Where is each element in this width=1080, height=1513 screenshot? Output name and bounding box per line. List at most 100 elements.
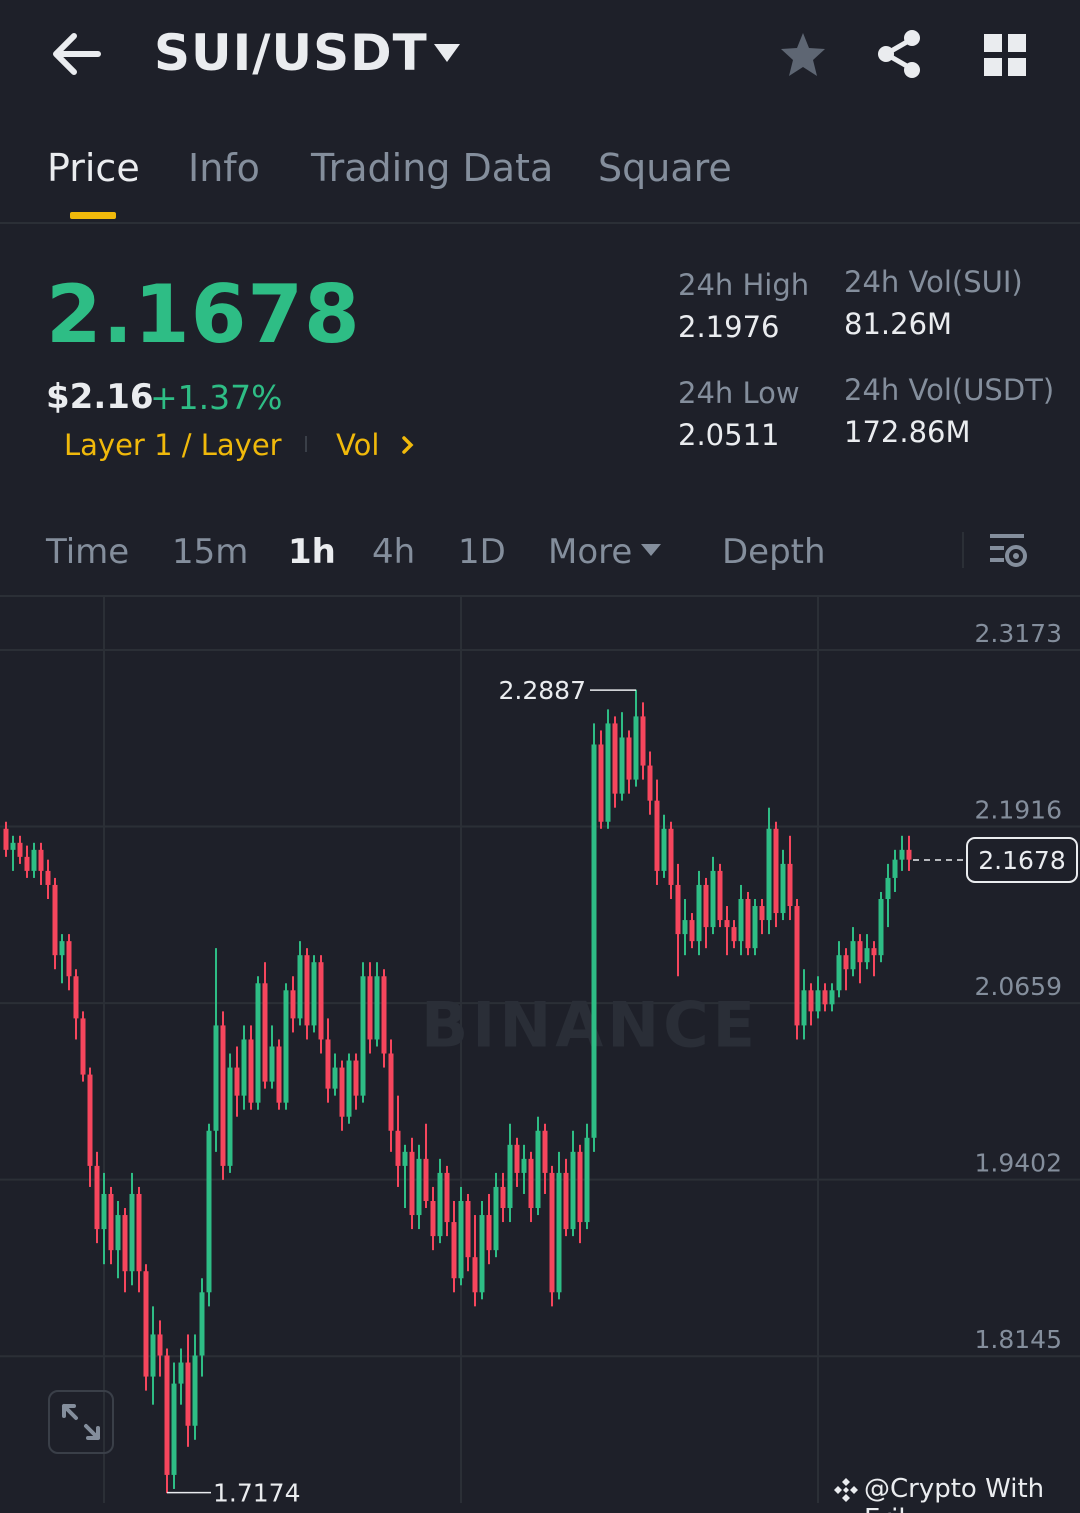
candle-body — [143, 1271, 149, 1377]
tab-trading-data[interactable]: Trading Data — [311, 146, 554, 190]
current-price-label: 2.1678 — [978, 846, 1065, 875]
candle-body — [507, 1144, 513, 1209]
tab-info[interactable]: Info — [188, 146, 260, 190]
category-tag[interactable]: Layer 1 / Layer — [64, 428, 282, 462]
candle-body — [171, 1383, 177, 1475]
candle-body — [864, 948, 870, 963]
top-bar: SUI/USDT — [0, 0, 1080, 110]
candle-body — [619, 737, 625, 794]
min-annotation-label: 1.7174 — [213, 1479, 300, 1503]
candlestick-chart[interactable]: 2.3173 2.1916 2.0659 1.9402 1.8145 BINANCE 2.2… — [0, 597, 1080, 1503]
low-label: 24h Low — [678, 376, 800, 410]
price-change: +1.37% — [150, 378, 283, 417]
candle-body — [857, 941, 863, 963]
chart-settings-icon[interactable] — [986, 528, 1030, 572]
pair-title[interactable]: SUI/USDT — [154, 24, 428, 82]
candle-body — [297, 955, 303, 1019]
candle-body — [514, 1144, 520, 1173]
candle-body — [906, 849, 912, 860]
candle-body — [535, 1130, 541, 1209]
candle-body — [38, 849, 44, 871]
candle-body — [31, 849, 37, 871]
depth-tab[interactable]: Depth — [722, 532, 826, 572]
vol-base-value: 81.26M — [844, 307, 953, 341]
caret-down-icon[interactable] — [640, 543, 662, 557]
candle-body — [3, 828, 9, 850]
candle-body — [52, 884, 58, 956]
candle-body — [87, 1074, 93, 1166]
candle-body — [227, 1067, 233, 1166]
candle-body — [647, 765, 653, 801]
interval-1d[interactable]: 1D — [458, 532, 506, 572]
candle-body — [486, 1215, 492, 1251]
interval-time[interactable]: Time — [46, 532, 130, 572]
grid-icon[interactable] — [982, 32, 1028, 78]
candle-body — [255, 983, 261, 1103]
y-tick-label: 2.0659 — [975, 972, 1062, 1001]
candle-body — [332, 1067, 338, 1089]
candle-body — [493, 1186, 499, 1251]
candle-body — [759, 906, 765, 921]
candle-body — [66, 941, 72, 977]
active-tab-indicator — [70, 212, 116, 219]
candle-body — [122, 1215, 128, 1272]
expand-chart-button[interactable] — [48, 1390, 114, 1454]
y-tick-label: 1.9402 — [975, 1149, 1062, 1178]
candle-body — [668, 828, 674, 885]
vol-tag[interactable]: Vol — [336, 428, 380, 462]
candle-body — [374, 976, 380, 1040]
candle-body — [10, 842, 16, 850]
candle-body — [136, 1193, 142, 1272]
candle-body — [808, 990, 814, 1012]
candle-body — [598, 744, 604, 822]
y-tick-label: 1.8145 — [975, 1325, 1062, 1354]
candle-body — [885, 877, 891, 899]
candle-body — [192, 1355, 198, 1426]
candle-body — [234, 1067, 240, 1096]
share-icon[interactable] — [874, 28, 924, 80]
back-arrow-icon[interactable] — [50, 30, 102, 78]
candle-body — [829, 990, 835, 1005]
vol-base-label: 24h Vol(SUI) — [844, 265, 1023, 299]
candle-body — [815, 990, 821, 1012]
candle-body — [108, 1193, 114, 1251]
candle-body — [94, 1165, 100, 1230]
tab-price[interactable]: Price — [47, 146, 140, 190]
candle-body — [416, 1158, 422, 1216]
candle-body — [437, 1172, 443, 1237]
candle-body — [556, 1172, 562, 1293]
binance-logo-icon — [834, 1478, 858, 1502]
interval-1h[interactable]: 1h — [288, 532, 336, 572]
candle-body — [59, 941, 65, 956]
tab-square[interactable]: Square — [598, 146, 732, 190]
interval-more[interactable]: More — [548, 532, 633, 572]
candle-body — [157, 1334, 163, 1356]
candle-body — [381, 976, 387, 1054]
candle-body — [612, 723, 618, 794]
candle-body — [570, 1151, 576, 1230]
chevron-right-icon[interactable] — [400, 434, 416, 456]
candle-body — [80, 1018, 86, 1075]
candle-body — [444, 1172, 450, 1223]
candle-body — [521, 1158, 527, 1173]
candle-body — [304, 955, 310, 1026]
expand-icon — [62, 1404, 100, 1440]
candle-body — [339, 1067, 345, 1117]
candle-body — [367, 976, 373, 1040]
caret-down-icon[interactable] — [432, 42, 462, 64]
tag-separator — [305, 436, 307, 452]
candle-body — [395, 1130, 401, 1166]
candle-body — [892, 859, 898, 878]
candle-body — [738, 899, 744, 942]
candle-body — [178, 1362, 184, 1384]
star-icon[interactable] — [778, 30, 828, 80]
interval-4h[interactable]: 4h — [372, 532, 416, 572]
interval-15m[interactable]: 15m — [172, 532, 249, 572]
candle-body — [220, 1025, 226, 1166]
candle-body — [164, 1355, 170, 1475]
candle-body — [745, 899, 751, 949]
interval-divider — [0, 595, 1080, 597]
high-value: 2.1976 — [678, 310, 780, 344]
last-price: 2.1678 — [46, 268, 361, 361]
candle-body — [409, 1151, 415, 1216]
